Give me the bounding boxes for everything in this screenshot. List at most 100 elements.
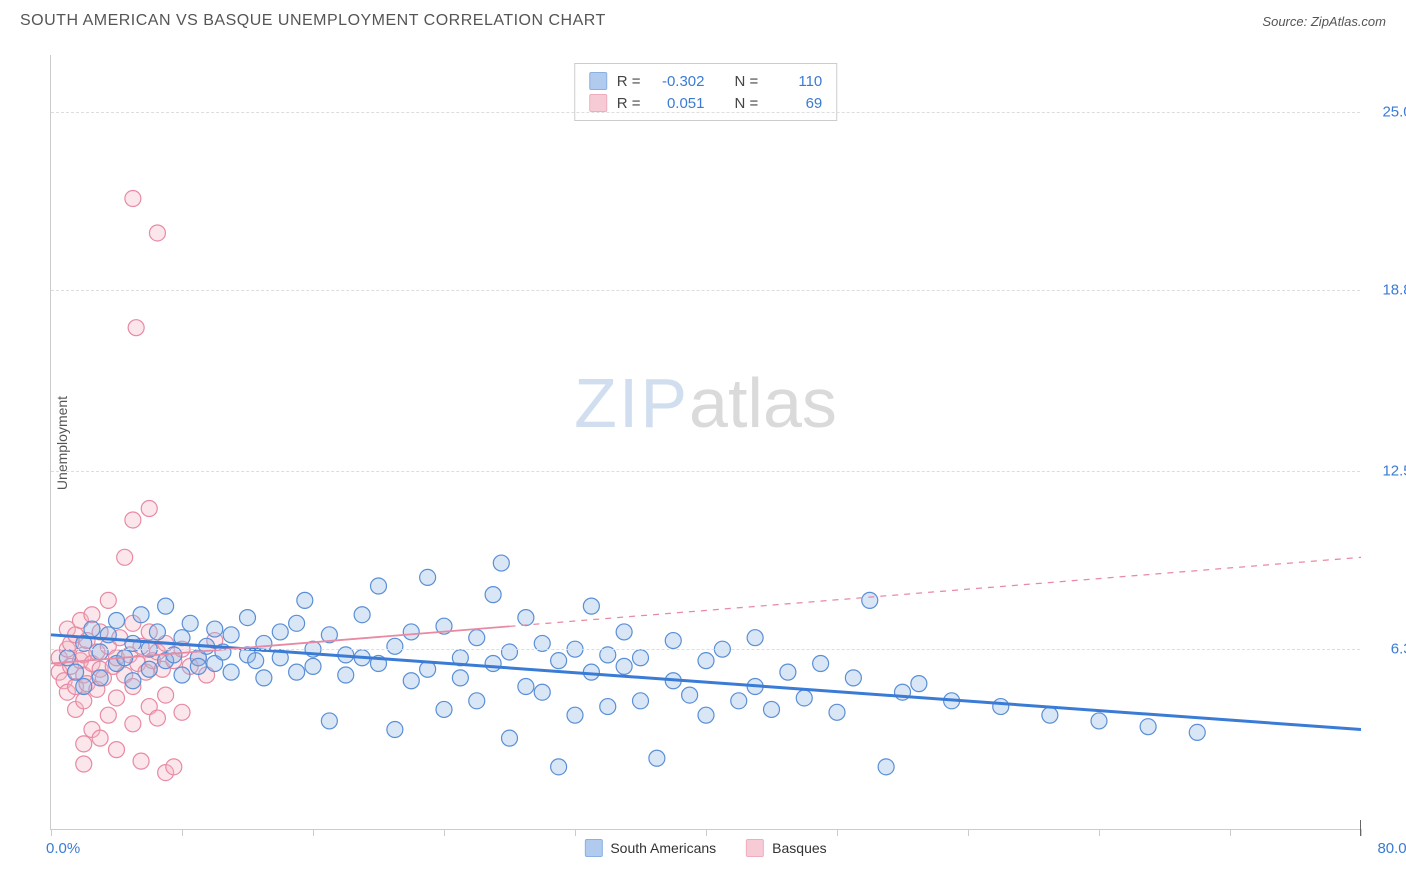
scatter-point	[133, 607, 149, 623]
scatter-point	[354, 607, 370, 623]
scatter-point	[665, 633, 681, 649]
stats-row-sa: R = -0.302 N = 110	[589, 70, 823, 92]
scatter-point	[731, 693, 747, 709]
scatter-point	[485, 587, 501, 603]
x-tick	[182, 829, 183, 836]
x-max-label: 80.0%	[1377, 840, 1406, 857]
x-tick	[968, 829, 969, 836]
x-tick	[313, 829, 314, 836]
scatter-point	[256, 670, 272, 686]
scatter-point	[534, 684, 550, 700]
x-tick	[1099, 829, 1100, 836]
scatter-point	[1140, 719, 1156, 735]
scatter-point	[125, 191, 141, 207]
y-tick-label: 6.3%	[1391, 641, 1406, 658]
scatter-point	[485, 656, 501, 672]
scatter-point	[796, 690, 812, 706]
swatch-icon	[584, 839, 602, 857]
scatter-point	[387, 722, 403, 738]
scatter-point	[493, 555, 509, 571]
scatter-point	[92, 730, 108, 746]
scatter-point	[698, 653, 714, 669]
scatter-point	[68, 664, 84, 680]
scatter-point	[289, 615, 305, 631]
plot-area: ZIPatlas 0.0% 80.0% R = -0.302 N = 110 R…	[50, 55, 1360, 830]
scatter-point	[84, 607, 100, 623]
scatter-point	[862, 592, 878, 608]
scatter-point	[911, 676, 927, 692]
x-tick	[444, 829, 445, 836]
scatter-point	[1091, 713, 1107, 729]
swatch-icon	[589, 72, 607, 90]
scatter-point	[469, 630, 485, 646]
scatter-point	[158, 687, 174, 703]
scatter-point	[149, 624, 165, 640]
scatter-point	[305, 658, 321, 674]
scatter-point	[109, 690, 125, 706]
scatter-point	[845, 670, 861, 686]
scatter-point	[387, 638, 403, 654]
legend-item-sa: South Americans	[584, 839, 716, 857]
scatter-point	[993, 699, 1009, 715]
x-tick	[837, 829, 838, 836]
source-label: Source: ZipAtlas.com	[1262, 14, 1386, 29]
scatter-point	[338, 667, 354, 683]
gridline	[51, 649, 1360, 650]
scatter-point	[125, 673, 141, 689]
scatter-point	[436, 701, 452, 717]
scatter-point	[174, 704, 190, 720]
gridline	[51, 290, 1360, 291]
scatter-point	[551, 759, 567, 775]
scatter-point	[764, 701, 780, 717]
scatter-point	[633, 650, 649, 666]
scatter-point	[297, 592, 313, 608]
scatter-point	[223, 627, 239, 643]
scatter-point	[649, 750, 665, 766]
scatter-point	[128, 320, 144, 336]
scatter-point	[76, 678, 92, 694]
scatter-point	[182, 615, 198, 631]
scatter-point	[289, 664, 305, 680]
scatter-point	[518, 610, 534, 626]
scatter-point	[551, 653, 567, 669]
x-tick	[51, 829, 52, 836]
scatter-point	[149, 710, 165, 726]
scatter-point	[1189, 724, 1205, 740]
scatter-point	[174, 667, 190, 683]
scatter-point	[141, 501, 157, 517]
scatter-point	[502, 730, 518, 746]
scatter-point	[878, 759, 894, 775]
scatter-point	[100, 592, 116, 608]
scatter-point	[92, 670, 108, 686]
chart-title: SOUTH AMERICAN VS BASQUE UNEMPLOYMENT CO…	[20, 12, 606, 30]
scatter-point	[149, 225, 165, 241]
scatter-point	[76, 736, 92, 752]
bottom-legend: South Americans Basques	[584, 839, 826, 857]
swatch-icon	[589, 94, 607, 112]
gridline	[51, 471, 1360, 472]
scatter-point	[141, 661, 157, 677]
scatter-svg	[51, 55, 1360, 829]
scatter-point	[502, 644, 518, 660]
scatter-point	[1042, 707, 1058, 723]
scatter-point	[616, 658, 632, 674]
scatter-point	[403, 624, 419, 640]
x-min-label: 0.0%	[46, 840, 80, 857]
scatter-point	[109, 742, 125, 758]
scatter-point	[133, 753, 149, 769]
regression-line-dashed	[510, 557, 1362, 626]
scatter-point	[600, 699, 616, 715]
x-tick	[1230, 829, 1231, 836]
scatter-point	[100, 707, 116, 723]
scatter-point	[190, 658, 206, 674]
scatter-point	[829, 704, 845, 720]
legend-item-basque: Basques	[746, 839, 826, 857]
scatter-point	[420, 569, 436, 585]
scatter-point	[166, 759, 182, 775]
scatter-point	[813, 656, 829, 672]
chart-container: Unemployment ZIPatlas 0.0% 80.0% R = -0.…	[50, 55, 1360, 830]
scatter-point	[403, 673, 419, 689]
scatter-point	[583, 598, 599, 614]
scatter-point	[780, 664, 796, 680]
y-tick-label: 25.0%	[1382, 104, 1406, 121]
